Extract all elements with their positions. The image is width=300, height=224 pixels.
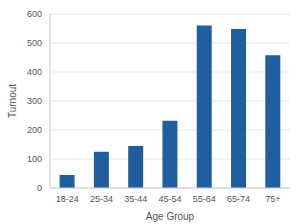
svg-text:65-74: 65-74 bbox=[227, 194, 250, 204]
svg-text:500: 500 bbox=[27, 38, 42, 48]
svg-text:0: 0 bbox=[37, 183, 42, 193]
svg-text:25-34: 25-34 bbox=[90, 194, 113, 204]
svg-text:300: 300 bbox=[27, 96, 42, 106]
svg-text:75+: 75+ bbox=[265, 194, 280, 204]
svg-text:55-64: 55-64 bbox=[193, 194, 216, 204]
svg-text:Turnout: Turnout bbox=[8, 84, 18, 118]
svg-text:Age Group: Age Group bbox=[146, 211, 195, 222]
svg-text:400: 400 bbox=[27, 67, 42, 77]
svg-text:45-54: 45-54 bbox=[158, 194, 181, 204]
svg-text:200: 200 bbox=[27, 125, 42, 135]
svg-text:35-44: 35-44 bbox=[124, 194, 147, 204]
svg-text:100: 100 bbox=[27, 154, 42, 164]
svg-text:600: 600 bbox=[27, 9, 42, 19]
svg-text:18-24: 18-24 bbox=[56, 194, 79, 204]
